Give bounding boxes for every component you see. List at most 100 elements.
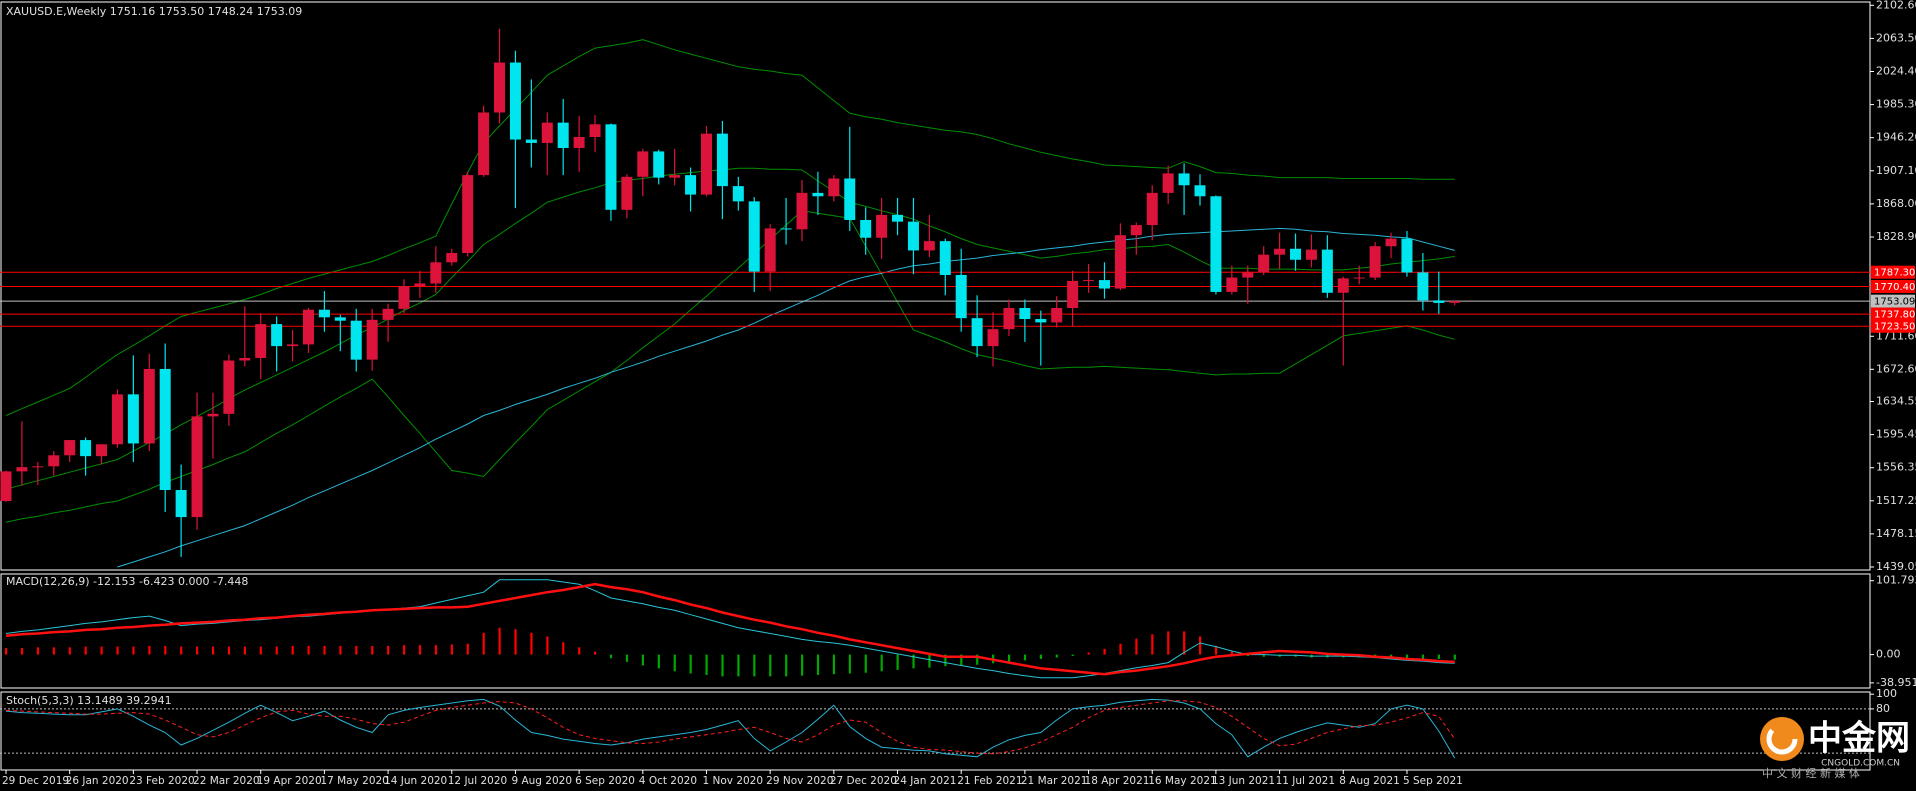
- candle-body: [398, 286, 410, 309]
- macd-bar: [307, 645, 310, 655]
- candle-body: [223, 360, 235, 414]
- macd-bar: [482, 632, 485, 655]
- candle-body: [1114, 235, 1126, 289]
- macd-bar: [737, 654, 740, 677]
- x-tick-label: 9 Aug 2020: [511, 775, 572, 787]
- macd-bar: [164, 645, 167, 655]
- macd-bar: [1071, 654, 1074, 657]
- candle-body: [732, 186, 744, 202]
- candle-body: [1353, 277, 1365, 279]
- candle-body: [1146, 192, 1158, 226]
- y-tick-label: 2102.60: [1876, 0, 1916, 11]
- candle-body: [1035, 319, 1047, 323]
- macd-bar: [1151, 634, 1154, 655]
- candle-body: [637, 151, 649, 177]
- y-tick-label: -38.951: [1876, 676, 1916, 689]
- macd-bar: [976, 654, 979, 665]
- macd-bar: [68, 647, 71, 655]
- candle-body: [764, 228, 776, 272]
- y-tick-label: 1946.20: [1876, 131, 1916, 144]
- candle-body: [1019, 308, 1031, 320]
- candle-body: [844, 178, 856, 220]
- y-tick-label: 1985.30: [1876, 98, 1916, 111]
- macd-bar: [1214, 645, 1218, 655]
- macd-bar: [36, 647, 40, 655]
- macd-bar: [801, 654, 804, 676]
- overlay-line: [117, 227, 1455, 568]
- macd-bar: [227, 646, 231, 655]
- candle-body: [143, 368, 155, 444]
- stoch-title: Stoch(5,3,3) 13.1489 39.2941: [6, 694, 172, 707]
- stoch-line: [5, 700, 1456, 755]
- candle-body: [382, 308, 394, 320]
- macd-bar: [641, 654, 644, 666]
- candle-body: [1083, 280, 1095, 282]
- main-panel-frame: [0, 1, 1871, 571]
- x-tick-label: 21 Feb 2021: [957, 775, 1022, 787]
- candle-body: [1290, 248, 1302, 260]
- candle-body: [1194, 185, 1206, 197]
- candle-body: [1003, 308, 1015, 330]
- candle-body: [892, 214, 904, 222]
- candle-body: [1210, 196, 1222, 292]
- candle-body: [828, 178, 840, 197]
- macd-bar: [657, 654, 660, 669]
- price-level-tag: [1871, 280, 1915, 294]
- stoch-line: [5, 698, 1456, 759]
- macd-bar: [1405, 654, 1409, 659]
- x-tick-label: 17 May 2020: [320, 775, 388, 787]
- candle-body: [1337, 278, 1349, 293]
- x-tick-label: 26 Jan 2020: [66, 775, 129, 787]
- candle-body: [1162, 173, 1174, 193]
- macd-bar: [1246, 654, 1249, 657]
- macd-bar: [1055, 654, 1058, 658]
- candle-body: [0, 471, 12, 502]
- candle-body: [1178, 173, 1190, 186]
- price-level-label: 1753.09: [1874, 297, 1915, 308]
- candle-body: [175, 490, 187, 518]
- macd-bar: [132, 646, 135, 655]
- x-tick-label: 16 May 2021: [1148, 775, 1216, 787]
- macd-bar: [243, 646, 246, 655]
- candle-body: [1274, 248, 1286, 255]
- macd-bar: [1183, 631, 1186, 655]
- macd-bar: [1087, 652, 1090, 655]
- macd-bar: [259, 646, 262, 655]
- candle-body: [669, 175, 681, 178]
- stoch-panel-frame: [0, 691, 1871, 771]
- macd-bar: [689, 654, 692, 674]
- candle-body: [430, 262, 442, 284]
- logo-swirl: [1766, 723, 1798, 755]
- macd-title: MACD(12,26,9) -12.153 -6.423 0.000 -7.44…: [6, 575, 248, 588]
- candle-body: [494, 62, 506, 113]
- macd-bar: [514, 629, 517, 655]
- macd-bar: [275, 646, 278, 655]
- macd-bar: [100, 646, 103, 655]
- y-tick-label: 1478.15: [1876, 527, 1916, 540]
- candle-body: [700, 133, 712, 195]
- macd-bar: [84, 646, 87, 655]
- x-tick-label: 18 Apr 2021: [1085, 775, 1150, 787]
- candle-body: [1305, 249, 1317, 260]
- candle-body: [239, 357, 251, 361]
- macd-bar: [625, 654, 629, 662]
- candle-body: [1242, 272, 1254, 278]
- macd-bar: [5, 648, 8, 655]
- macd-bar: [291, 645, 294, 655]
- macd-bar: [530, 632, 533, 655]
- candle-body: [446, 252, 458, 263]
- x-tick-label: 1 Nov 2020: [702, 775, 763, 787]
- macd-bar: [1199, 636, 1202, 655]
- y-tick-label: 1595.45: [1876, 428, 1916, 441]
- candle-body: [653, 151, 665, 178]
- candle-body: [716, 133, 728, 187]
- macd-bar: [116, 646, 119, 655]
- price-level-label: 1737.80: [1874, 310, 1915, 321]
- candle-body: [605, 124, 617, 210]
- candle-body: [111, 394, 123, 445]
- candle-body: [350, 320, 362, 360]
- candle-body: [1369, 246, 1381, 278]
- candle-body: [685, 175, 697, 195]
